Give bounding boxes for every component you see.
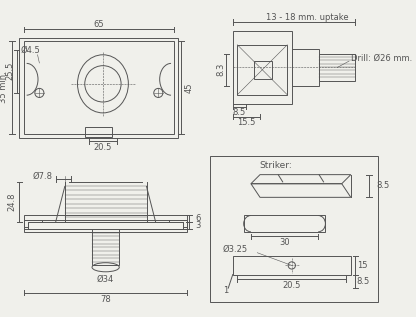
Bar — [233, 256, 351, 275]
Text: 8.5: 8.5 — [356, 277, 369, 286]
Text: 30: 30 — [279, 238, 290, 247]
Text: 15: 15 — [357, 261, 368, 270]
Bar — [169, 220, 187, 227]
Text: Drill: Ø26 mm.: Drill: Ø26 mm. — [351, 54, 412, 63]
Bar — [20, 38, 178, 138]
Text: 8.3: 8.3 — [216, 63, 225, 76]
Text: 24.8: 24.8 — [7, 193, 17, 211]
Text: 15.5: 15.5 — [237, 118, 255, 127]
Text: Ø4.5: Ø4.5 — [20, 46, 40, 55]
Text: Ø7.8: Ø7.8 — [32, 172, 52, 181]
Bar — [24, 216, 187, 232]
Text: 35 min.: 35 min. — [0, 72, 7, 103]
Text: 20.5: 20.5 — [282, 281, 301, 290]
Text: 8.5: 8.5 — [376, 181, 389, 190]
Bar — [244, 216, 325, 232]
Text: 45: 45 — [185, 82, 194, 93]
Bar — [254, 61, 272, 79]
Bar — [233, 31, 292, 104]
Bar — [24, 220, 42, 227]
Bar — [292, 49, 319, 86]
Text: 25.5: 25.5 — [6, 62, 15, 80]
Text: Ø34: Ø34 — [97, 275, 114, 284]
Text: Ø3.25: Ø3.25 — [223, 245, 248, 254]
Bar — [319, 54, 355, 81]
Bar — [210, 157, 378, 302]
Bar — [24, 220, 187, 229]
Text: 3: 3 — [196, 221, 201, 230]
Text: 65: 65 — [93, 20, 104, 29]
Text: 13 - 18 mm. uptake: 13 - 18 mm. uptake — [266, 13, 349, 22]
Text: 1: 1 — [223, 286, 228, 295]
Bar — [24, 41, 174, 134]
Bar — [92, 229, 119, 265]
Bar — [28, 222, 183, 229]
Text: 78: 78 — [100, 294, 111, 304]
Text: 6: 6 — [196, 214, 201, 223]
Text: 20.5: 20.5 — [94, 143, 112, 152]
Text: Striker:: Striker: — [259, 161, 292, 170]
Bar — [85, 127, 112, 137]
Bar — [28, 222, 183, 229]
Bar — [237, 45, 287, 95]
Text: 8.5: 8.5 — [233, 108, 246, 117]
